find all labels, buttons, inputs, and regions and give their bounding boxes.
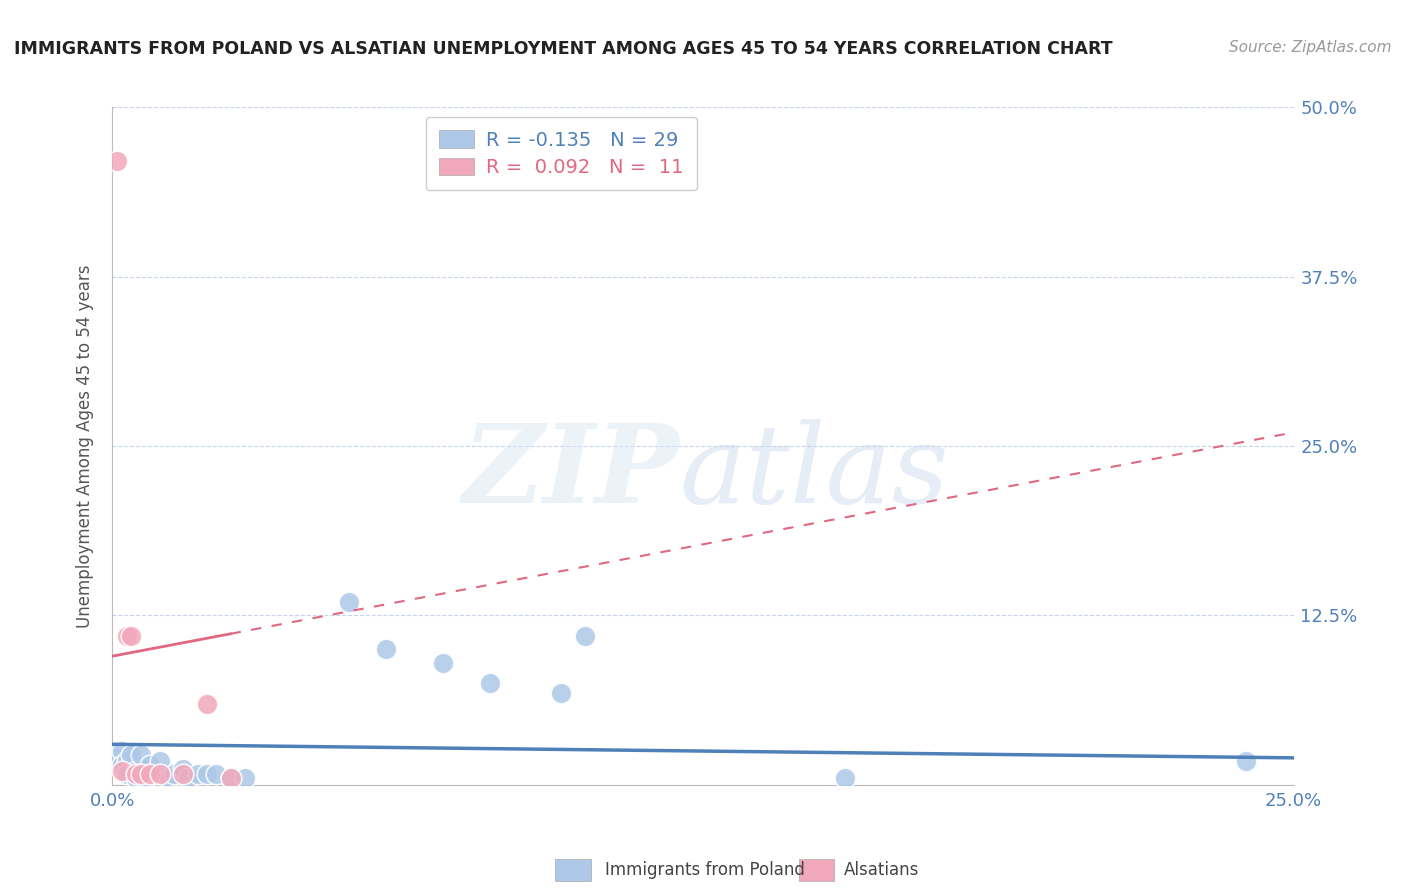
Text: atlas: atlas — [679, 419, 949, 527]
Point — [111, 757, 134, 772]
Legend: R = -0.135   N = 29, R =  0.092   N =  11: R = -0.135 N = 29, R = 0.092 N = 11 — [426, 117, 697, 191]
Point — [149, 767, 172, 781]
Point — [125, 771, 148, 785]
Point — [219, 771, 242, 785]
Point — [125, 767, 148, 781]
Point — [375, 642, 398, 657]
Point — [834, 771, 856, 785]
Point — [105, 751, 128, 765]
Y-axis label: Unemployment Among Ages 45 to 54 years: Unemployment Among Ages 45 to 54 years — [76, 264, 94, 628]
Point — [111, 744, 134, 758]
Point — [574, 629, 596, 643]
Point — [115, 767, 138, 781]
Point — [1234, 754, 1257, 768]
Point — [129, 767, 152, 781]
Point — [139, 767, 162, 781]
Point — [177, 771, 200, 785]
Text: Immigrants from Poland: Immigrants from Poland — [605, 861, 804, 879]
Point — [115, 754, 138, 768]
Point — [337, 595, 360, 609]
Point — [163, 767, 186, 781]
Point — [115, 629, 138, 643]
Text: Source: ZipAtlas.com: Source: ZipAtlas.com — [1229, 40, 1392, 55]
Point — [105, 154, 128, 169]
Point — [157, 771, 180, 785]
Point — [479, 676, 502, 690]
Point — [550, 686, 572, 700]
Point — [195, 767, 218, 781]
Point — [135, 771, 157, 785]
Point — [120, 629, 142, 643]
Point — [111, 764, 134, 779]
Point — [120, 748, 142, 763]
Text: ZIP: ZIP — [463, 419, 679, 527]
Point — [219, 771, 242, 785]
Point — [149, 754, 172, 768]
Text: Alsatians: Alsatians — [844, 861, 920, 879]
Point — [432, 656, 454, 670]
Point — [139, 757, 162, 772]
Point — [195, 697, 218, 711]
Text: IMMIGRANTS FROM POLAND VS ALSATIAN UNEMPLOYMENT AMONG AGES 45 TO 54 YEARS CORREL: IMMIGRANTS FROM POLAND VS ALSATIAN UNEMP… — [14, 40, 1112, 58]
Point — [125, 764, 148, 779]
Point — [186, 767, 208, 781]
Point — [172, 762, 194, 776]
Point — [129, 748, 152, 763]
Point — [205, 767, 228, 781]
Point — [172, 767, 194, 781]
Point — [233, 771, 256, 785]
